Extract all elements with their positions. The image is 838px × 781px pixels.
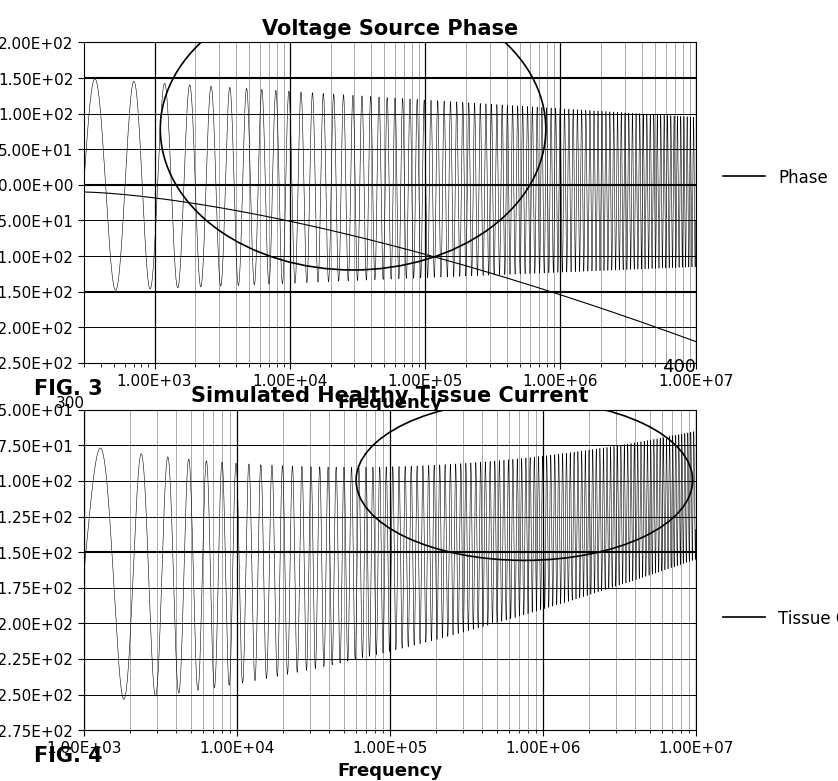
Legend: Tissue Current: Tissue Current — [716, 602, 838, 634]
Title: Voltage Source Phase: Voltage Source Phase — [261, 19, 518, 38]
X-axis label: Frequency: Frequency — [337, 394, 442, 412]
Text: FIG. 3: FIG. 3 — [34, 379, 102, 399]
Legend: Phase: Phase — [716, 162, 834, 193]
Text: 400: 400 — [661, 358, 696, 376]
X-axis label: Frequency: Frequency — [337, 761, 442, 779]
Text: FIG. 4: FIG. 4 — [34, 746, 102, 766]
Title: Simulated Healthy Tissue Current: Simulated Healthy Tissue Current — [191, 386, 588, 405]
Text: 300: 300 — [55, 396, 85, 411]
